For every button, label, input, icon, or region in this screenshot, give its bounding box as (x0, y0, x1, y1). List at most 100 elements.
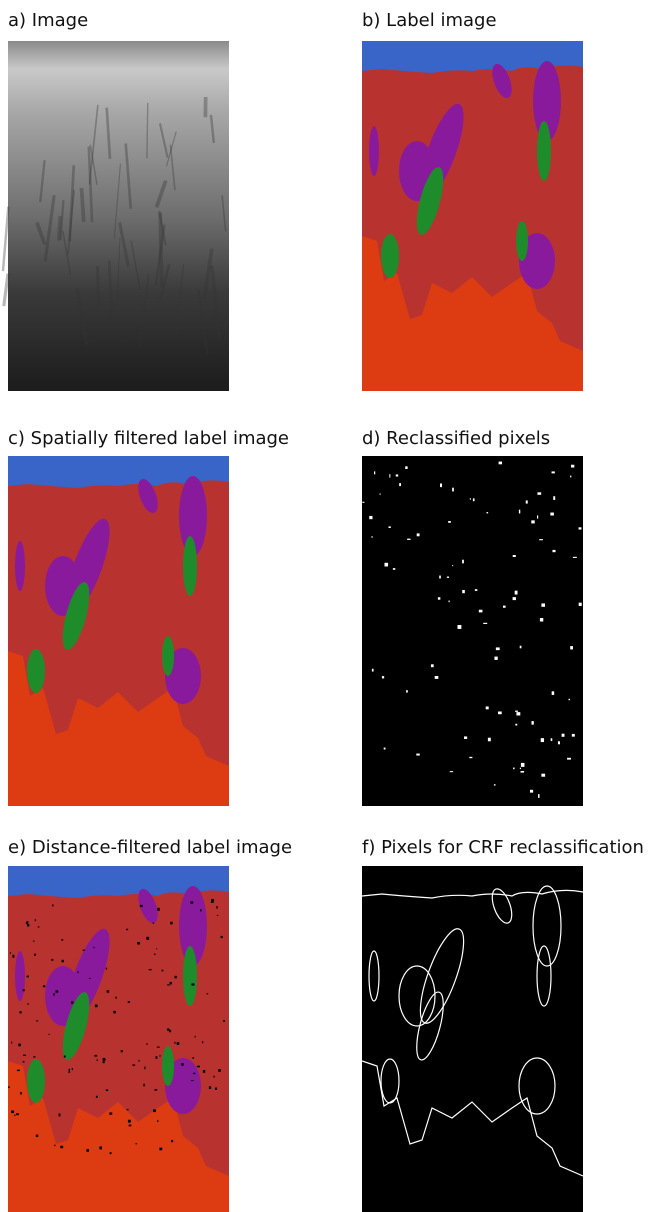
white-pixel (374, 471, 375, 474)
white-pixel (452, 565, 453, 566)
white-pixel (470, 498, 471, 499)
black-pixel (19, 1011, 21, 1013)
white-pixel (447, 577, 449, 578)
white-pixel (450, 771, 453, 772)
white-pixel (579, 527, 582, 529)
black-pixel (160, 1055, 161, 1057)
panel-title: d) Reclassified pixels (362, 428, 550, 449)
black-pixel (11, 1111, 14, 1114)
white-pixel (431, 664, 434, 667)
white-pixel (462, 560, 464, 564)
black-pixel (115, 997, 116, 999)
panel-image (362, 456, 583, 806)
black-pixel (154, 954, 156, 955)
outline-image (362, 866, 583, 1212)
white-pixel (405, 466, 407, 469)
black-pixel (221, 936, 223, 938)
black-pixel (36, 1135, 38, 1137)
white-pixel (494, 657, 497, 660)
black-pixel (211, 899, 214, 901)
white-pixel (515, 724, 517, 726)
white-pixel (541, 738, 544, 742)
black-pixel (62, 960, 64, 963)
black-pixel (146, 1044, 148, 1045)
black-pixel (144, 1066, 145, 1069)
panel-image (3, 41, 229, 391)
texture-streak (4, 274, 8, 307)
panel-title: b) Label image (362, 10, 497, 31)
black-pixel (127, 1109, 129, 1110)
black-pixel (140, 905, 143, 907)
texture-streak (59, 216, 60, 241)
page: a) Imageb) Label imagec) Spatially filte… (0, 0, 661, 1212)
black-pixel (16, 1113, 19, 1115)
white-pixel (452, 488, 454, 492)
texture-streak (97, 266, 98, 307)
black-pixel (121, 1050, 123, 1052)
black-pixel (193, 1073, 195, 1074)
black-pixel (162, 970, 164, 972)
black-pixel (23, 989, 25, 991)
white-pixel (521, 763, 525, 767)
white-pixel (567, 758, 571, 760)
panel-title: e) Distance-filtered label image (8, 837, 292, 858)
white-pixel (570, 476, 571, 478)
white-pixel (449, 601, 450, 603)
black-pixel (43, 985, 45, 987)
black-pixel (174, 976, 176, 979)
black-pixel (217, 915, 218, 916)
white-pixel (382, 676, 384, 678)
white-pixel (537, 492, 541, 495)
panel-title: f) Pixels for CRF reclassification (362, 837, 644, 858)
white-pixel (464, 736, 467, 739)
black-image (362, 456, 583, 806)
white-pixel (494, 784, 496, 785)
black-pixel (23, 1055, 26, 1056)
black-pixel (157, 908, 159, 911)
black-pixel (103, 1061, 105, 1063)
black-pixel (27, 976, 29, 978)
black-pixel (181, 1063, 183, 1066)
white-pixel (479, 610, 483, 613)
black-pixel (223, 1020, 225, 1022)
black-pixel (87, 1149, 89, 1152)
panel-image (362, 41, 583, 391)
black-pixel (156, 1056, 158, 1059)
black-pixel (143, 1084, 144, 1087)
black-pixel (211, 901, 214, 902)
black-pixel (191, 983, 194, 985)
black-pixel (191, 1080, 194, 1081)
white-pixel (520, 768, 521, 769)
black-pixel (60, 1146, 63, 1148)
black-pixel (149, 969, 152, 970)
black-pixel (171, 1140, 173, 1142)
black-pixel (55, 990, 58, 992)
black-pixel (36, 1020, 38, 1021)
black-pixel (107, 990, 110, 992)
black-pixel (177, 1042, 180, 1045)
white-pixel (371, 536, 373, 537)
black-pixel (10, 952, 11, 954)
black-pixel (59, 1113, 61, 1116)
black-pixel (99, 1146, 102, 1149)
black-pixel (8, 1086, 10, 1087)
white-pixel (515, 711, 518, 712)
black-pixel (197, 1066, 200, 1068)
black-pixel (23, 1061, 25, 1062)
white-pixel (486, 512, 488, 513)
white-pixel (396, 474, 398, 476)
texture-streak (3, 207, 8, 271)
white-pixel (475, 589, 477, 591)
white-pixel (369, 516, 372, 519)
black-pixel (17, 1070, 20, 1071)
black-pixel (96, 1096, 98, 1098)
white-pixel (521, 771, 525, 773)
black-pixel (156, 948, 157, 949)
black-pixel (159, 1148, 162, 1151)
white-pixel (515, 591, 518, 595)
black-pixel (68, 1072, 70, 1073)
white-pixel (417, 533, 420, 536)
white-pixel (569, 699, 571, 700)
white-pixel (486, 706, 489, 709)
white-pixel (571, 465, 574, 468)
